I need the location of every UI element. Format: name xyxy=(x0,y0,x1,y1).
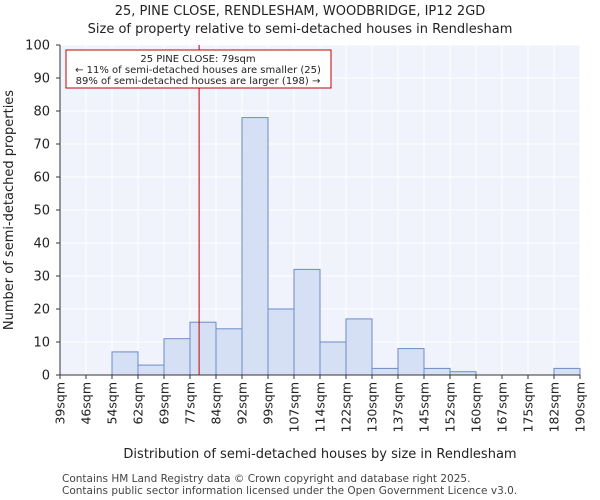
annotation-line-1: 25 PINE CLOSE: 79sqm xyxy=(140,54,255,65)
x-tick-label: 46sqm xyxy=(79,382,94,425)
x-tick-label: 137sqm xyxy=(391,382,406,432)
bar xyxy=(189,321,217,376)
x-tick-label: 160sqm xyxy=(469,382,484,432)
y-tick-label: 80 xyxy=(33,105,50,120)
annotation-line-2: ← 11% of semi-detached houses are smalle… xyxy=(75,65,321,76)
chart-subtitle: Size of property relative to semi-detach… xyxy=(87,22,513,37)
annotation-box xyxy=(65,49,332,89)
bar xyxy=(371,367,399,376)
x-tick-label: 54sqm xyxy=(105,382,120,425)
y-tick-label: 30 xyxy=(33,270,50,285)
bar xyxy=(553,367,581,376)
bar xyxy=(397,348,425,376)
y-axis-label: Number of semi-detached properties xyxy=(2,90,17,330)
x-axis-label: Distribution of semi-detached houses by … xyxy=(123,447,516,462)
bar xyxy=(215,328,243,376)
x-tick-label: 99sqm xyxy=(261,382,276,425)
x-tick-label: 114sqm xyxy=(313,382,328,432)
x-tick-label: 107sqm xyxy=(287,382,302,432)
bar xyxy=(267,308,295,376)
x-tick-label: 167sqm xyxy=(495,382,510,432)
x-tick-label: 175sqm xyxy=(521,382,536,432)
marker-annotation: 25 PINE CLOSE: 79sqm ← 11% of semi-detac… xyxy=(65,49,332,89)
y-tick-label: 90 xyxy=(33,72,50,87)
y-tick-labels: 0 10 20 30 40 50 60 70 80 90 100 xyxy=(25,39,60,384)
x-tick-label: 84sqm xyxy=(209,382,224,425)
annotation-line-3: 89% of semi-detached houses are larger (… xyxy=(76,76,321,87)
bar xyxy=(241,117,269,376)
bar xyxy=(423,367,451,376)
x-tick-label: 69sqm xyxy=(157,382,172,425)
y-tick-label: 20 xyxy=(33,303,50,318)
bar xyxy=(111,351,139,376)
y-tick-label: 60 xyxy=(33,171,50,186)
footer-line-2: Contains public sector information licen… xyxy=(62,485,518,497)
x-tick-label: 152sqm xyxy=(443,382,458,432)
x-tick-label: 190sqm xyxy=(573,382,588,432)
x-tick-label: 122sqm xyxy=(339,382,354,432)
x-tick-label: 182sqm xyxy=(547,382,562,432)
x-tick-label: 39sqm xyxy=(53,382,68,425)
x-tick-label: 130sqm xyxy=(365,382,380,432)
bar xyxy=(137,364,165,376)
x-tick-label: 77sqm xyxy=(183,382,198,425)
chart-title: 25, PINE CLOSE, RENDLESHAM, WOODBRIDGE, … xyxy=(114,4,486,19)
x-tick-label: 145sqm xyxy=(417,382,432,432)
y-tick-label: 0 xyxy=(42,369,50,384)
y-tick-label: 10 xyxy=(33,336,50,351)
y-tick-label: 50 xyxy=(33,204,50,219)
x-tick-label: 62sqm xyxy=(131,382,146,425)
x-tick-label: 92sqm xyxy=(235,382,250,425)
footer-line-1: Contains HM Land Registry data © Crown c… xyxy=(62,473,471,485)
bar xyxy=(293,268,321,376)
x-tick-labels: 39sqm 46sqm 54sqm 62sqm 69sqm 77sqm 84sqm 92sqm… xyxy=(53,375,588,432)
y-tick-label: 100 xyxy=(25,39,50,54)
y-tick-label: 70 xyxy=(33,138,50,153)
bar xyxy=(345,318,373,376)
bar xyxy=(163,338,191,376)
bar xyxy=(319,341,347,376)
y-tick-label: 40 xyxy=(33,237,50,252)
